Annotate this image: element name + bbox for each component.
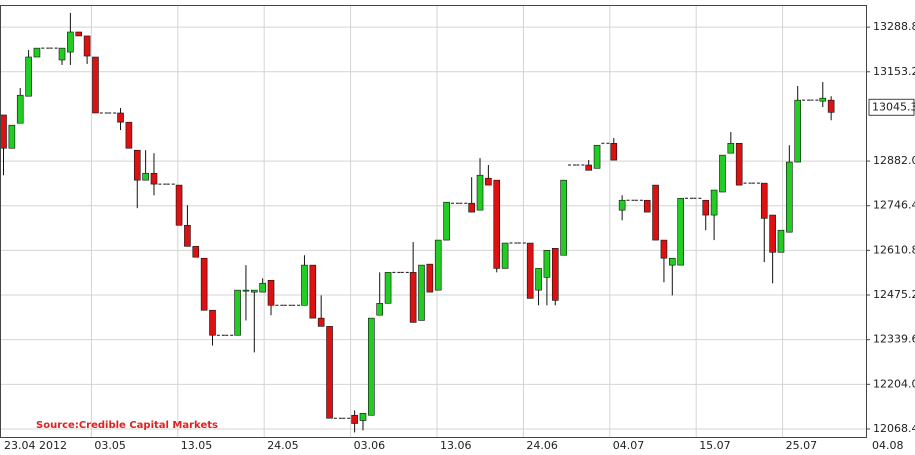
candle-body (125, 121, 133, 149)
candle-body (443, 201, 450, 241)
candle-body (643, 199, 651, 213)
candle-body (551, 248, 559, 301)
candle-body (117, 112, 124, 123)
candle-body (668, 257, 676, 266)
y-tick-label: 12068.4 (873, 422, 915, 435)
candle-body (242, 289, 250, 292)
candle-body (535, 268, 542, 291)
candle-body (133, 149, 141, 181)
candle-body (317, 317, 325, 327)
candle-body (560, 179, 567, 256)
candle-body (468, 202, 475, 213)
candle-body (585, 164, 593, 171)
candle-body (200, 257, 208, 311)
candle-body (485, 177, 492, 186)
y-tick-label: 12746.4 (873, 199, 915, 212)
candle-body (75, 31, 83, 37)
candle-body (384, 272, 392, 304)
candle-body (777, 229, 785, 253)
candle-body (16, 94, 24, 124)
candle-body (259, 282, 266, 293)
candle-body (677, 197, 684, 266)
y-tick-label: 12610.8 (873, 243, 915, 256)
candle-body (760, 182, 768, 219)
candle-body (184, 224, 191, 247)
x-tick-label: 03.06 (354, 439, 386, 452)
candle-body (33, 47, 41, 58)
candle-body (526, 242, 534, 299)
candle-body (192, 246, 200, 258)
x-tick-label: 24.06 (526, 439, 558, 452)
y-tick-label: 12204.0 (873, 377, 915, 390)
candle-body (92, 56, 99, 114)
candle-body (251, 289, 258, 293)
candle-body (359, 412, 367, 421)
x-tick-label: 24.05 (267, 439, 299, 452)
candle-body (267, 279, 275, 306)
candle-body (727, 142, 735, 154)
last-price-label: 13045.3 (872, 100, 915, 113)
x-tick-label: 13.05 (181, 439, 213, 452)
last-price-box (868, 98, 915, 116)
y-tick-label: 12882.0 (873, 154, 915, 167)
candle-body (376, 303, 384, 316)
candle-body (827, 99, 835, 113)
candle-body (0, 114, 7, 149)
candle-body (83, 35, 91, 57)
candle-body (476, 174, 484, 211)
candle-body (610, 142, 618, 161)
candle-body (786, 161, 793, 233)
candle-body (794, 99, 802, 163)
candle-body (142, 172, 149, 181)
candle-body (819, 97, 827, 102)
candle-body (652, 184, 659, 241)
x-tick-label: 15.07 (699, 439, 731, 452)
grid (0, 5, 866, 437)
candle-body (543, 250, 551, 278)
candle-body (67, 31, 74, 53)
x-tick-label: 23.04 2012 (4, 439, 67, 452)
x-tick-label: 13.06 (440, 439, 472, 452)
candle-body (593, 144, 601, 169)
candle-body (209, 309, 216, 336)
candle-body (493, 179, 501, 269)
candle-body (434, 239, 442, 291)
candle-body (309, 264, 317, 319)
candle-body (710, 189, 718, 216)
candle-body (175, 184, 183, 226)
candle-body (702, 199, 710, 216)
x-tick-label: 03.05 (94, 439, 126, 452)
candle-body (150, 172, 158, 185)
candle-body (501, 242, 509, 269)
x-tick-label: 04.07 (613, 439, 645, 452)
candle-body (618, 199, 626, 211)
y-tick-label: 13288.8 (873, 20, 915, 33)
candle-body (58, 47, 66, 61)
source: Source:Credible Capital Markets (36, 420, 218, 431)
candle-body (418, 264, 425, 321)
candle-body (769, 214, 776, 253)
candle-body (8, 124, 16, 149)
candle-body (735, 142, 743, 186)
candle-body (25, 56, 32, 97)
plot-frame (0, 5, 867, 438)
candle-body (368, 317, 375, 416)
candle-body (326, 326, 333, 419)
x-tick-label: 04.08 (872, 439, 904, 452)
candles (0, 12, 835, 433)
y-tick-label: 12475.2 (873, 288, 915, 301)
candle-body (351, 414, 358, 424)
candle-body (234, 289, 241, 336)
candle-body (719, 154, 726, 193)
candle-body (301, 264, 308, 306)
candle-body (409, 272, 417, 323)
x-tick-label: 25.07 (786, 439, 818, 452)
y-tick-label: 13153.2 (873, 65, 915, 78)
candle-body (426, 263, 434, 293)
y-tick-label: 12339.6 (873, 333, 915, 346)
candle-body (660, 239, 668, 259)
